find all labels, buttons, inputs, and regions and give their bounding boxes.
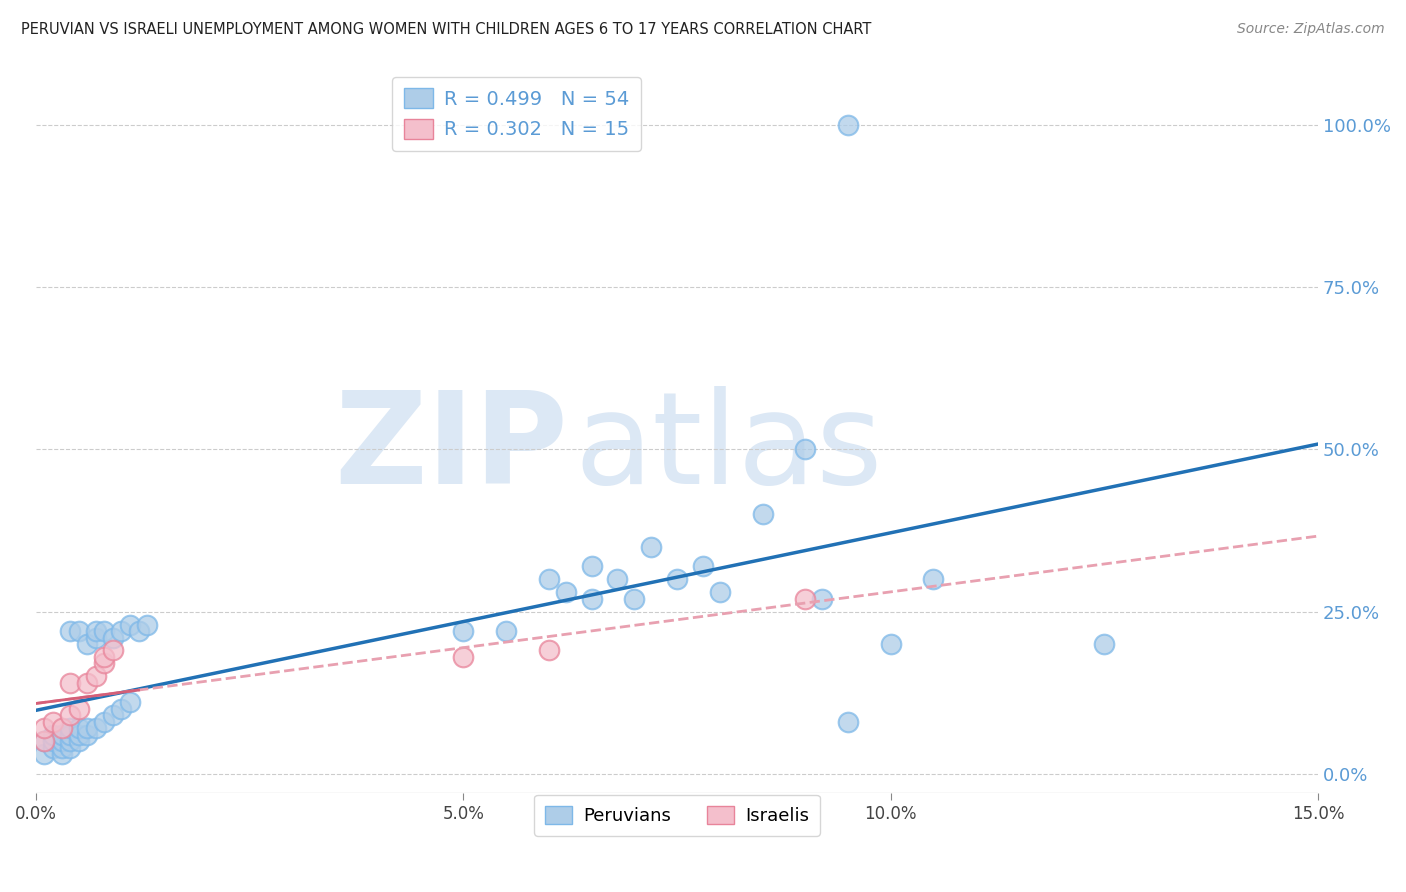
Point <box>751 507 773 521</box>
Point <box>42 714 65 729</box>
Legend: Peruvians, Israelis: Peruvians, Israelis <box>534 795 820 836</box>
Point <box>453 624 475 638</box>
Point <box>666 572 689 586</box>
Point <box>453 650 475 665</box>
Point <box>67 702 90 716</box>
Point <box>59 740 82 755</box>
Point <box>51 740 73 755</box>
Point <box>110 624 132 638</box>
Point <box>51 722 73 736</box>
Point <box>42 728 65 742</box>
Point <box>59 722 82 736</box>
Point <box>34 722 56 736</box>
Point <box>67 734 90 748</box>
Point <box>76 722 98 736</box>
Text: atlas: atlas <box>575 386 883 511</box>
Point <box>93 624 115 638</box>
Point <box>42 740 65 755</box>
Point <box>581 591 603 606</box>
Point <box>93 714 115 729</box>
Point <box>136 617 159 632</box>
Point <box>811 591 834 606</box>
Point <box>709 585 731 599</box>
Point <box>76 676 98 690</box>
Point <box>118 617 141 632</box>
Point <box>34 734 56 748</box>
Point <box>606 572 628 586</box>
Point <box>922 572 945 586</box>
Text: ZIP: ZIP <box>335 386 568 511</box>
Point <box>76 728 98 742</box>
Text: Source: ZipAtlas.com: Source: ZipAtlas.com <box>1237 22 1385 37</box>
Point <box>93 657 115 671</box>
Point <box>42 734 65 748</box>
Point <box>84 669 107 683</box>
Point <box>51 734 73 748</box>
Point <box>1094 637 1116 651</box>
Point <box>84 631 107 645</box>
Point <box>101 708 124 723</box>
Point <box>76 637 98 651</box>
Point <box>128 624 150 638</box>
Point <box>537 643 560 657</box>
Point <box>67 624 90 638</box>
Point <box>880 637 903 651</box>
Point <box>537 572 560 586</box>
Point <box>640 540 662 554</box>
Point <box>84 624 107 638</box>
Point <box>101 643 124 657</box>
Point <box>67 722 90 736</box>
Point <box>110 702 132 716</box>
Point <box>554 585 576 599</box>
Point <box>794 442 817 457</box>
Point <box>692 559 714 574</box>
Point <box>51 747 73 762</box>
Point <box>837 118 859 132</box>
Point <box>93 650 115 665</box>
Point <box>59 728 82 742</box>
Point <box>794 591 817 606</box>
Point <box>837 714 859 729</box>
Point <box>118 695 141 709</box>
Point <box>34 747 56 762</box>
Point <box>84 722 107 736</box>
Point <box>59 734 82 748</box>
Text: PERUVIAN VS ISRAELI UNEMPLOYMENT AMONG WOMEN WITH CHILDREN AGES 6 TO 17 YEARS CO: PERUVIAN VS ISRAELI UNEMPLOYMENT AMONG W… <box>21 22 872 37</box>
Point <box>59 624 82 638</box>
Point <box>59 676 82 690</box>
Point <box>495 624 517 638</box>
Point <box>101 631 124 645</box>
Point <box>581 559 603 574</box>
Point <box>67 728 90 742</box>
Point <box>59 708 82 723</box>
Point <box>34 734 56 748</box>
Point <box>51 728 73 742</box>
Point <box>623 591 645 606</box>
